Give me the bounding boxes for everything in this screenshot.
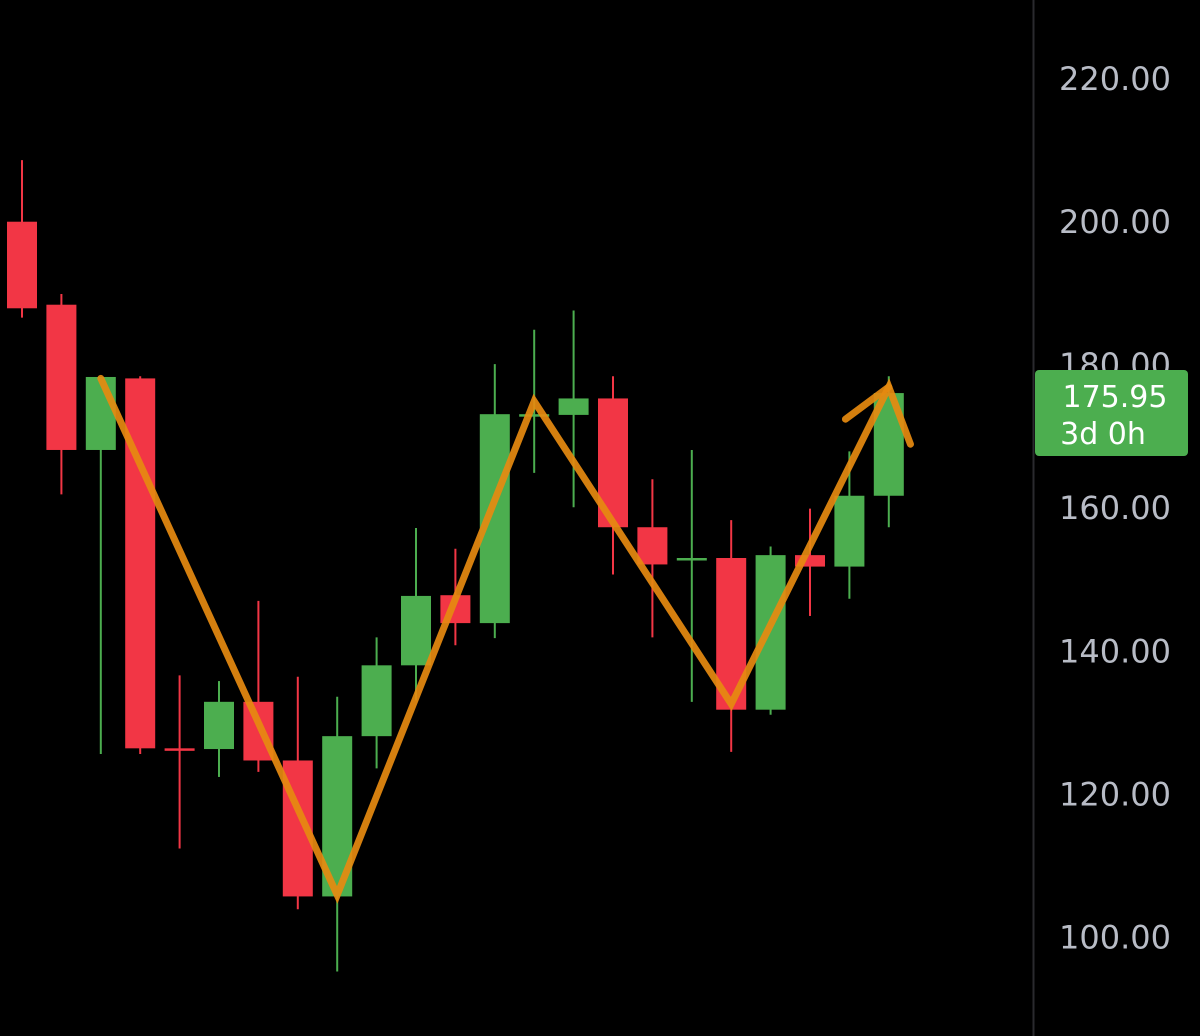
price-axis-tick-label: 200.00: [1059, 203, 1171, 241]
zigzag-annotation: [97, 374, 914, 904]
candle-body-down: [7, 221, 37, 309]
candle: [204, 681, 234, 777]
zigzag-line: [97, 374, 914, 904]
candle: [834, 451, 865, 599]
candle-body-down: [46, 304, 77, 450]
price-axis-tick-label: 140.00: [1059, 632, 1171, 670]
candle-body-up: [361, 665, 392, 737]
zigzag-arrow-head: [841, 383, 893, 423]
candle: [637, 479, 668, 638]
candle: [46, 293, 77, 495]
price-axis-tick-label: 120.00: [1059, 775, 1171, 813]
candle: [558, 310, 589, 508]
candle-body-down: [164, 748, 195, 751]
candles-layer: [7, 160, 904, 972]
candle: [401, 527, 431, 701]
last-price-label: 175.95: [1063, 380, 1168, 415]
last-price-tag-background: [1035, 370, 1188, 456]
candle-countdown-label: 3d 0h: [1060, 417, 1146, 452]
candle-body-up: [519, 414, 550, 417]
candle-body-up: [558, 398, 589, 415]
last-price-tag: 175.95 3d 0h: [1035, 370, 1188, 456]
candle-body-up: [676, 558, 707, 561]
candle-body-up: [401, 595, 431, 666]
candle: [322, 696, 353, 972]
price-axis: 100.00120.00140.00160.00180.00200.00220.…: [1059, 60, 1171, 957]
candle: [716, 520, 747, 752]
candle: [125, 376, 156, 755]
candle-body-up: [204, 701, 234, 750]
candle: [676, 449, 707, 702]
candle: [795, 508, 825, 616]
candle: [164, 675, 195, 849]
candle: [7, 160, 37, 318]
candle: [85, 376, 116, 755]
price-axis-tick-label: 100.00: [1059, 919, 1171, 957]
candle-body-down: [637, 527, 668, 565]
price-axis-tick-label: 220.00: [1059, 60, 1171, 98]
candle: [361, 637, 392, 769]
candle-body-up: [85, 376, 116, 450]
price-axis-tick-label: 160.00: [1059, 489, 1171, 527]
candle-body-up: [834, 495, 865, 567]
candle-body-down: [795, 555, 825, 567]
